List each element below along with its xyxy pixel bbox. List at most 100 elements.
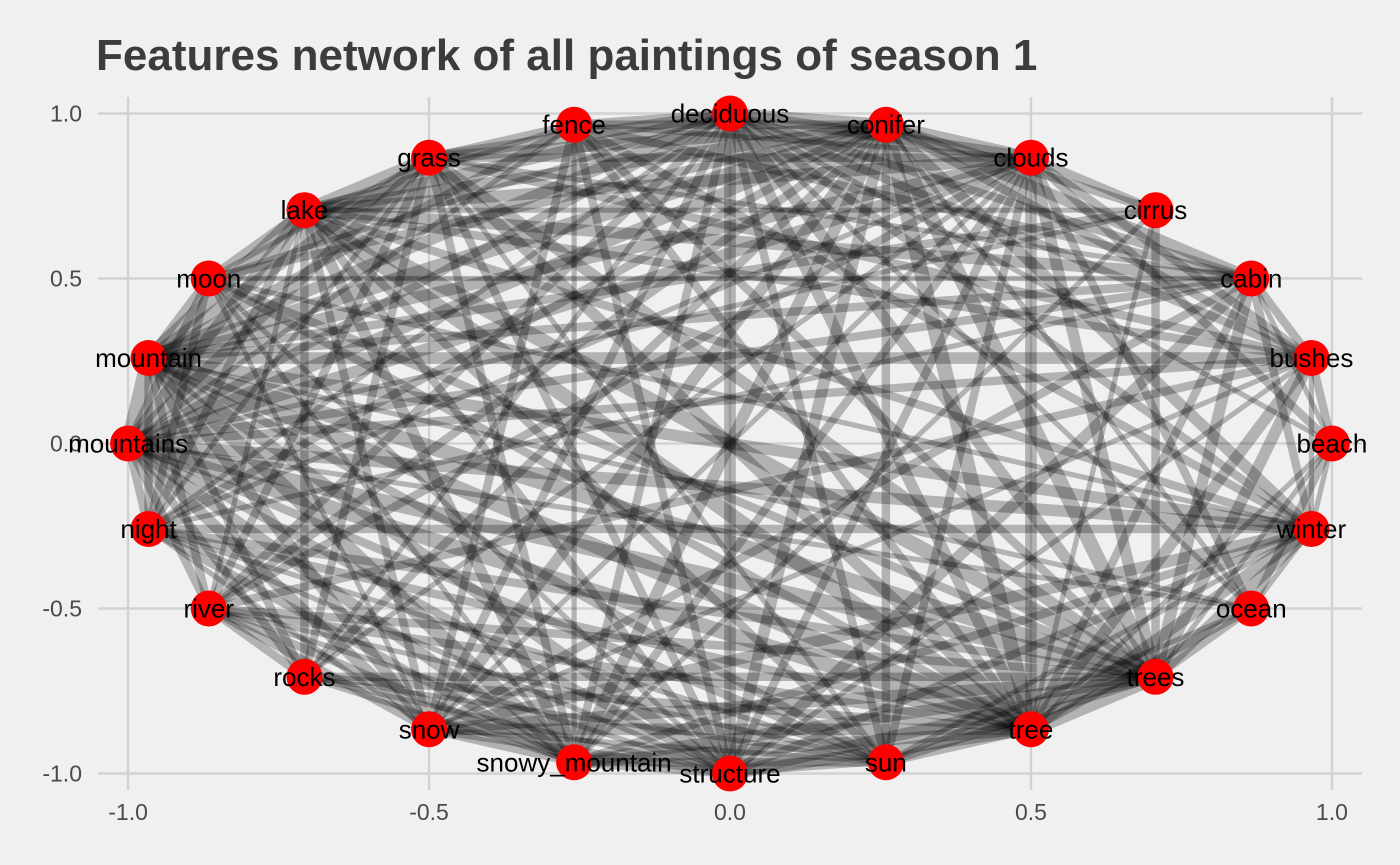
edge-lake-moon bbox=[206, 206, 307, 282]
edge-clouds-mountain bbox=[147, 152, 1033, 364]
edge-deciduous-moon bbox=[207, 111, 731, 281]
edge-clouds-trees bbox=[1025, 156, 1162, 679]
node-conifer bbox=[867, 106, 904, 143]
edge-clouds-river bbox=[206, 154, 1033, 613]
edge-cabin-fence bbox=[573, 120, 1253, 283]
edge-cirrus-snowy_mountain bbox=[572, 208, 1158, 765]
edge-mountain-tree bbox=[145, 351, 1034, 737]
edge-moon-trees bbox=[207, 274, 1158, 681]
edge-fence-mountain bbox=[146, 121, 577, 362]
node-night bbox=[130, 510, 167, 547]
node-structure bbox=[712, 755, 748, 792]
node-label-moon: moon bbox=[176, 264, 241, 294]
edge-beach-trees bbox=[1153, 441, 1334, 679]
edge-beach-ocean bbox=[1247, 441, 1336, 611]
edge-structure-trees bbox=[728, 671, 1157, 780]
edge-conifer-mountains bbox=[125, 119, 889, 449]
edge-lake-tree bbox=[300, 204, 1036, 736]
edge-grass-mountains bbox=[124, 153, 434, 448]
edge-deciduous-winter bbox=[727, 110, 1314, 533]
edge-mountains-rocks bbox=[124, 440, 308, 680]
node-river bbox=[190, 590, 227, 627]
edge-clouds-rocks bbox=[302, 155, 1033, 679]
node-moon bbox=[190, 260, 227, 297]
edge-lake-mountain bbox=[143, 204, 310, 364]
edge-night-tree bbox=[147, 524, 1032, 734]
edge-grass-trees bbox=[425, 153, 1159, 682]
x-tick-label: -0.5 bbox=[409, 799, 449, 825]
node-rocks bbox=[286, 658, 323, 695]
edge-mountain-snowy_mountain bbox=[143, 352, 580, 768]
edge-conifer-structure bbox=[724, 123, 892, 775]
edge-clouds-mountains bbox=[126, 152, 1033, 450]
edge-mountains-structure bbox=[126, 439, 733, 778]
edge-lake-trees bbox=[300, 203, 1160, 684]
node-label-lake: lake bbox=[281, 195, 329, 225]
edge-cirrus-clouds bbox=[1029, 153, 1158, 215]
edge-bushes-conifer bbox=[883, 121, 1314, 362]
edge-bushes-lake bbox=[303, 206, 1313, 363]
edge-conifer-moon bbox=[207, 120, 887, 283]
node-sun bbox=[867, 744, 904, 781]
edge-moon-snow bbox=[206, 277, 432, 731]
edge-fence-tree bbox=[570, 122, 1035, 732]
edges bbox=[120, 107, 1336, 780]
edge-conifer-night bbox=[146, 121, 888, 533]
edge-mountain-winter bbox=[147, 352, 1313, 535]
node-snow bbox=[411, 711, 448, 748]
edge-beach-deciduous bbox=[728, 111, 1334, 446]
edge-lake-sun bbox=[301, 207, 889, 766]
edge-river-snowy_mountain bbox=[207, 604, 576, 767]
edge-deciduous-river bbox=[205, 110, 733, 612]
node-labels: beach bushes cabin cirrus clouds conifer decid… bbox=[68, 99, 1367, 789]
edge-conifer-deciduous bbox=[729, 107, 887, 131]
edge-lake-night bbox=[144, 208, 309, 531]
edge-grass-mountain bbox=[145, 153, 433, 363]
edge-bushes-clouds bbox=[1028, 154, 1314, 362]
edge-lake-snow bbox=[300, 209, 434, 731]
edge-mountains-sun bbox=[126, 439, 888, 767]
edge-mountain-snow bbox=[143, 354, 434, 733]
edge-cabin-structure bbox=[726, 274, 1256, 778]
edge-cabin-grass bbox=[428, 155, 1252, 282]
edge-grass-rocks bbox=[300, 156, 434, 678]
edge-snow-trees bbox=[428, 671, 1156, 736]
edge-cirrus-tree bbox=[1028, 209, 1159, 730]
node-deciduous bbox=[712, 95, 748, 132]
edge-bushes-snow bbox=[428, 355, 1313, 732]
node-label-trees: trees bbox=[1127, 662, 1185, 692]
edge-deciduous-sun bbox=[725, 112, 890, 764]
y-tick-label: 1.0 bbox=[50, 101, 82, 127]
node-label-grass: grass bbox=[397, 143, 461, 173]
edge-deciduous-fence bbox=[573, 109, 731, 129]
edge-mountain-trees bbox=[146, 350, 1158, 684]
node-trees bbox=[1137, 658, 1174, 695]
edge-mountains-tree bbox=[125, 436, 1034, 737]
edge-deciduous-ocean bbox=[728, 111, 1254, 611]
edge-grass-structure bbox=[425, 155, 734, 776]
edge-beach-tree bbox=[1029, 441, 1334, 732]
edge-snow-sun bbox=[428, 726, 887, 765]
edge-bushes-deciduous bbox=[728, 109, 1314, 362]
edge-mountain-sun bbox=[146, 354, 888, 766]
edge-conifer-river bbox=[206, 121, 889, 612]
node-label-bushes: bushes bbox=[1270, 343, 1354, 373]
edge-clouds-snowy_mountain bbox=[570, 155, 1035, 765]
edge-moon-structure bbox=[206, 276, 732, 776]
edge-beach-clouds bbox=[1028, 154, 1335, 447]
y-tick-label: -1.0 bbox=[42, 761, 82, 787]
edge-mountain-river bbox=[144, 357, 213, 610]
y-tick-label: 0.0 bbox=[50, 431, 82, 457]
edge-trees-ocean bbox=[1153, 605, 1254, 681]
edge-night-snowy_mountain bbox=[146, 525, 577, 766]
node-fence bbox=[556, 106, 593, 143]
edge-night-structure bbox=[147, 526, 732, 776]
node-label-beach: beach bbox=[1296, 429, 1367, 459]
node-label-mountain: mountain bbox=[95, 343, 202, 373]
edge-grass-lake bbox=[302, 152, 432, 216]
node-label-structure: structure bbox=[679, 759, 780, 789]
node-label-sun: sun bbox=[865, 747, 907, 777]
edge-clouds-snow bbox=[427, 155, 1033, 732]
edge-cirrus-mountain bbox=[147, 206, 1157, 363]
edge-moon-night bbox=[144, 277, 213, 530]
